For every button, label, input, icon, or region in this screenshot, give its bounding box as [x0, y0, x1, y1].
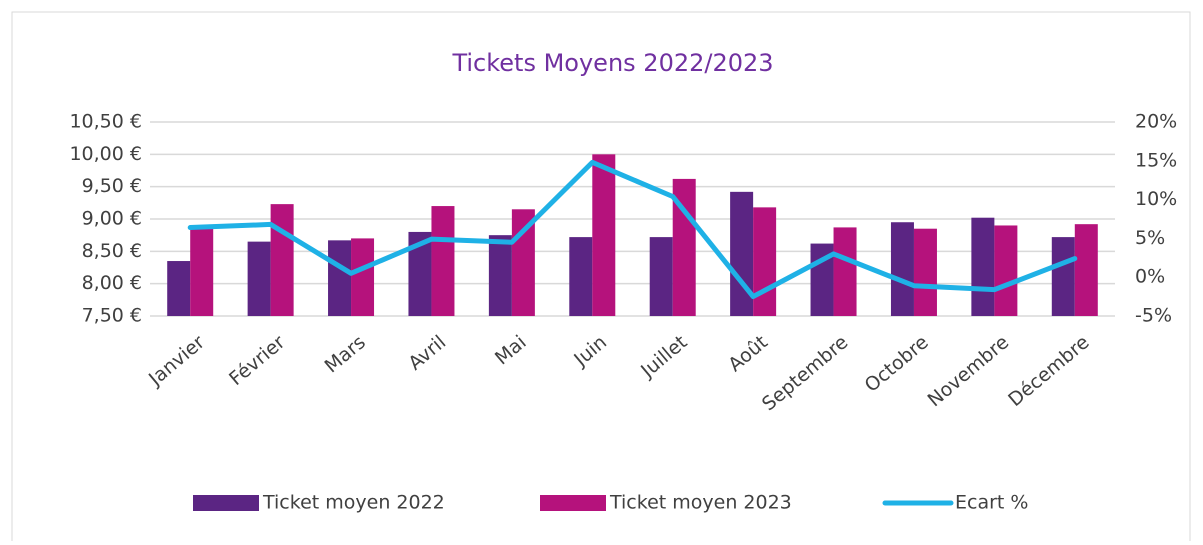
y-tick-label: 9,00 €: [82, 208, 142, 230]
bar: [913, 228, 937, 316]
legend-swatch: [193, 495, 259, 511]
bar: [971, 217, 995, 316]
bar: [569, 237, 593, 316]
y2-tick-label: -5%: [1135, 305, 1172, 327]
y2-tick-label: 5%: [1135, 227, 1165, 249]
legend-swatch: [540, 495, 606, 511]
bar: [408, 231, 432, 316]
bar: [488, 235, 512, 316]
bar: [270, 204, 294, 316]
line: [187, 159, 1078, 300]
bar: [167, 261, 191, 316]
legend-label: Ticket moyen 2023: [609, 492, 792, 514]
y-tick-label: 9,50 €: [82, 175, 142, 197]
bar: [753, 207, 777, 316]
y-tick-label: 7,50 €: [82, 305, 142, 327]
y2-tick-label: 20%: [1135, 111, 1177, 133]
bar: [672, 178, 696, 316]
y2-tick-label: 0%: [1135, 266, 1165, 288]
bar: [351, 238, 375, 316]
bar: [328, 240, 352, 316]
bar: [592, 154, 616, 316]
y2-tick-label: 15%: [1135, 149, 1177, 171]
legend-label: Ticket moyen 2022: [262, 492, 445, 514]
bar: [190, 228, 214, 316]
bar: [247, 241, 271, 316]
bar: [730, 191, 754, 316]
bar: [1074, 224, 1098, 316]
bar: [890, 222, 914, 316]
y-tick-label: 10,00 €: [69, 143, 142, 165]
bar: [649, 237, 673, 316]
y-tick-label: 10,50 €: [69, 111, 142, 133]
bar: [431, 206, 455, 316]
bar: [994, 225, 1018, 316]
y-tick-label: 8,00 €: [82, 272, 142, 294]
y2-tick-label: 10%: [1135, 188, 1177, 210]
y-tick-label: 8,50 €: [82, 240, 142, 262]
legend-label: Ecart %: [955, 492, 1028, 514]
chart-title: Tickets Moyens 2022/2023: [451, 49, 773, 77]
bar: [833, 227, 857, 316]
bar: [1051, 237, 1075, 316]
